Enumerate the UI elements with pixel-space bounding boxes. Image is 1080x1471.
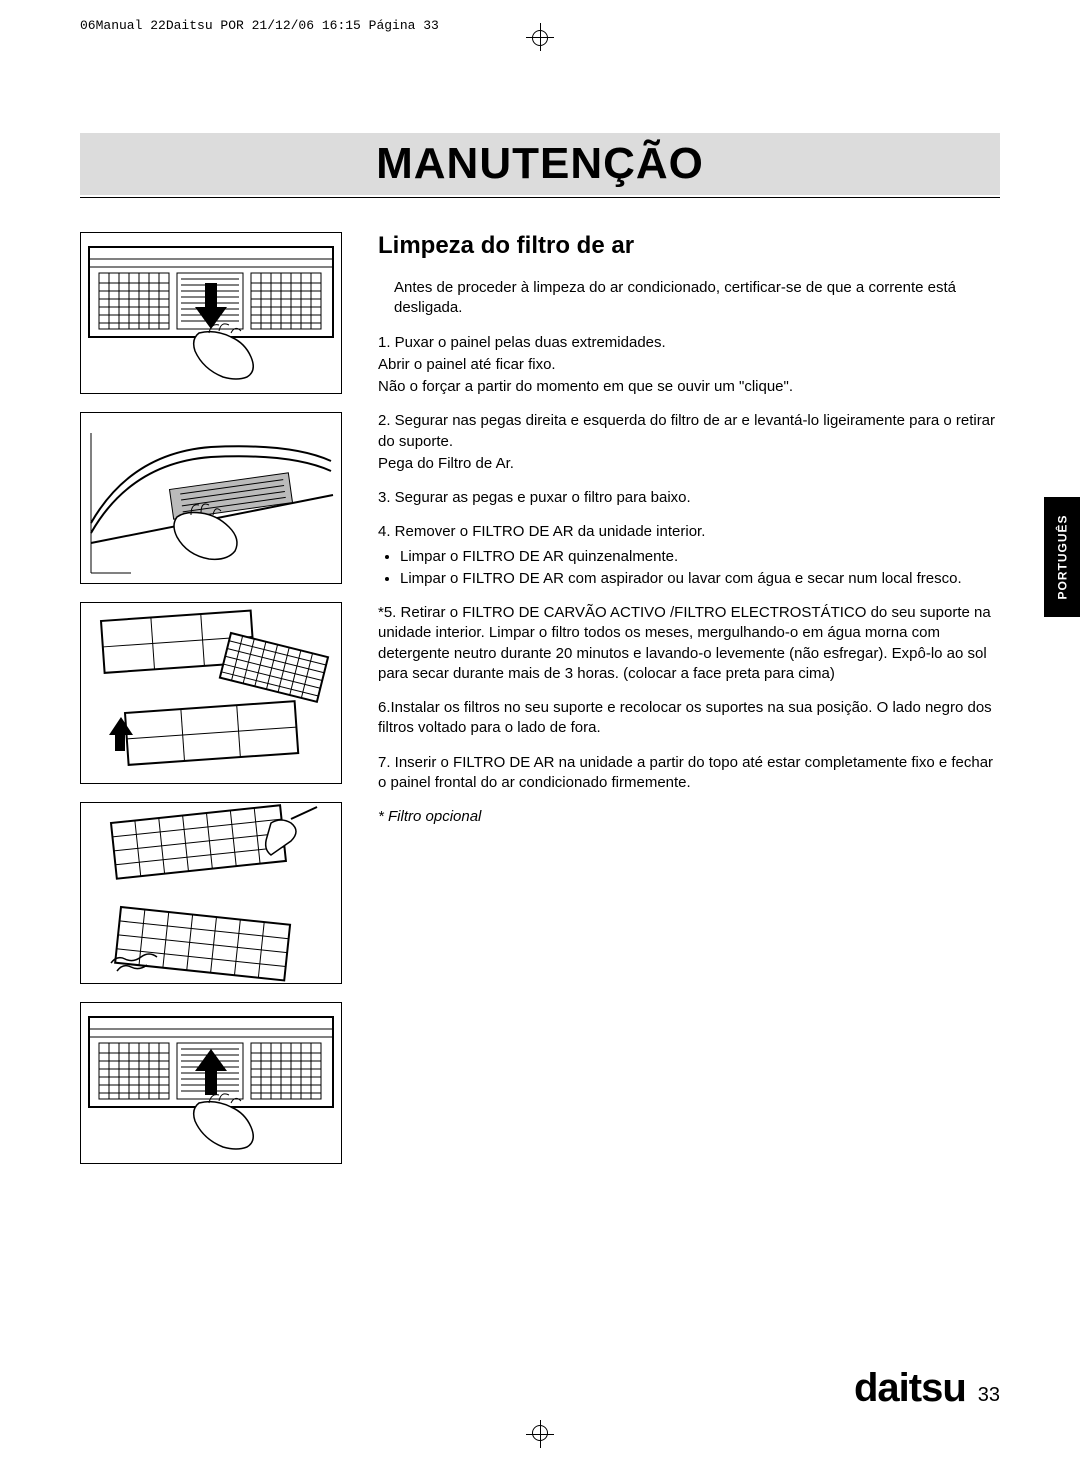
step-1c: Não o forçar a partir do momento em que … — [378, 377, 1000, 397]
step-4-bullet-2: Limpar o FILTRO DE AR com aspirador ou l… — [400, 569, 1000, 589]
step-5: *5. Retirar o FILTRO DE CARVÃO ACTIVO /F… — [378, 603, 1000, 684]
step-2a: 2. Segurar nas pegas direita e esquerda … — [378, 411, 1000, 452]
title-banner: MANUTENÇÃO — [80, 133, 1000, 195]
step-6: 6.Instalar os filtros no seu suporte e r… — [378, 698, 1000, 739]
illustration-3 — [80, 602, 342, 784]
brand-logo: daitsu — [854, 1366, 966, 1411]
step-4-bullets: Limpar o FILTRO DE AR quinzenalmente. Li… — [378, 547, 1000, 590]
step-7: 7. Inserir o FILTRO DE AR na unidade a p… — [378, 753, 1000, 794]
step-1b: Abrir o painel até ficar fixo. — [378, 355, 1000, 375]
step-2b: Pega do Filtro de Ar. — [378, 454, 1000, 474]
step-3: 3. Segurar as pegas e puxar o filtro par… — [378, 488, 1000, 508]
illustration-2 — [80, 412, 342, 584]
illustration-4 — [80, 802, 342, 984]
crop-marks-bottom — [0, 1411, 1080, 1451]
manual-page: 06Manual 22Daitsu POR 21/12/06 16:15 Pág… — [0, 0, 1080, 1471]
page-number: 33 — [978, 1384, 1000, 1407]
intro-text: Antes de proceder à limpeza do ar condic… — [394, 278, 1000, 319]
step-1a: 1. Puxar o painel pelas duas extremidade… — [378, 333, 1000, 353]
step-4-bullet-1: Limpar o FILTRO DE AR quinzenalmente. — [400, 547, 1000, 567]
illustration-column — [80, 232, 350, 1164]
section-subheading: Limpeza do filtro de ar — [378, 232, 1000, 260]
page-footer: daitsu 33 — [854, 1366, 1000, 1411]
title-rule — [80, 197, 1000, 198]
step-4: 4. Remover o FILTRO DE AR da unidade int… — [378, 522, 1000, 542]
language-tab: PORTUGUÊS — [1044, 497, 1080, 617]
pdf-header-meta: 06Manual 22Daitsu POR 21/12/06 16:15 Pág… — [80, 0, 1000, 33]
language-tab-label: PORTUGUÊS — [1055, 514, 1069, 599]
page-title: MANUTENÇÃO — [80, 139, 1000, 189]
illustration-1 — [80, 232, 342, 394]
footnote: * Filtro opcional — [378, 807, 1000, 827]
text-column: Limpeza do filtro de ar Antes de procede… — [378, 232, 1000, 1164]
body-text: Antes de proceder à limpeza do ar condic… — [378, 278, 1000, 827]
content-area: Limpeza do filtro de ar Antes de procede… — [80, 232, 1000, 1164]
illustration-5 — [80, 1002, 342, 1164]
